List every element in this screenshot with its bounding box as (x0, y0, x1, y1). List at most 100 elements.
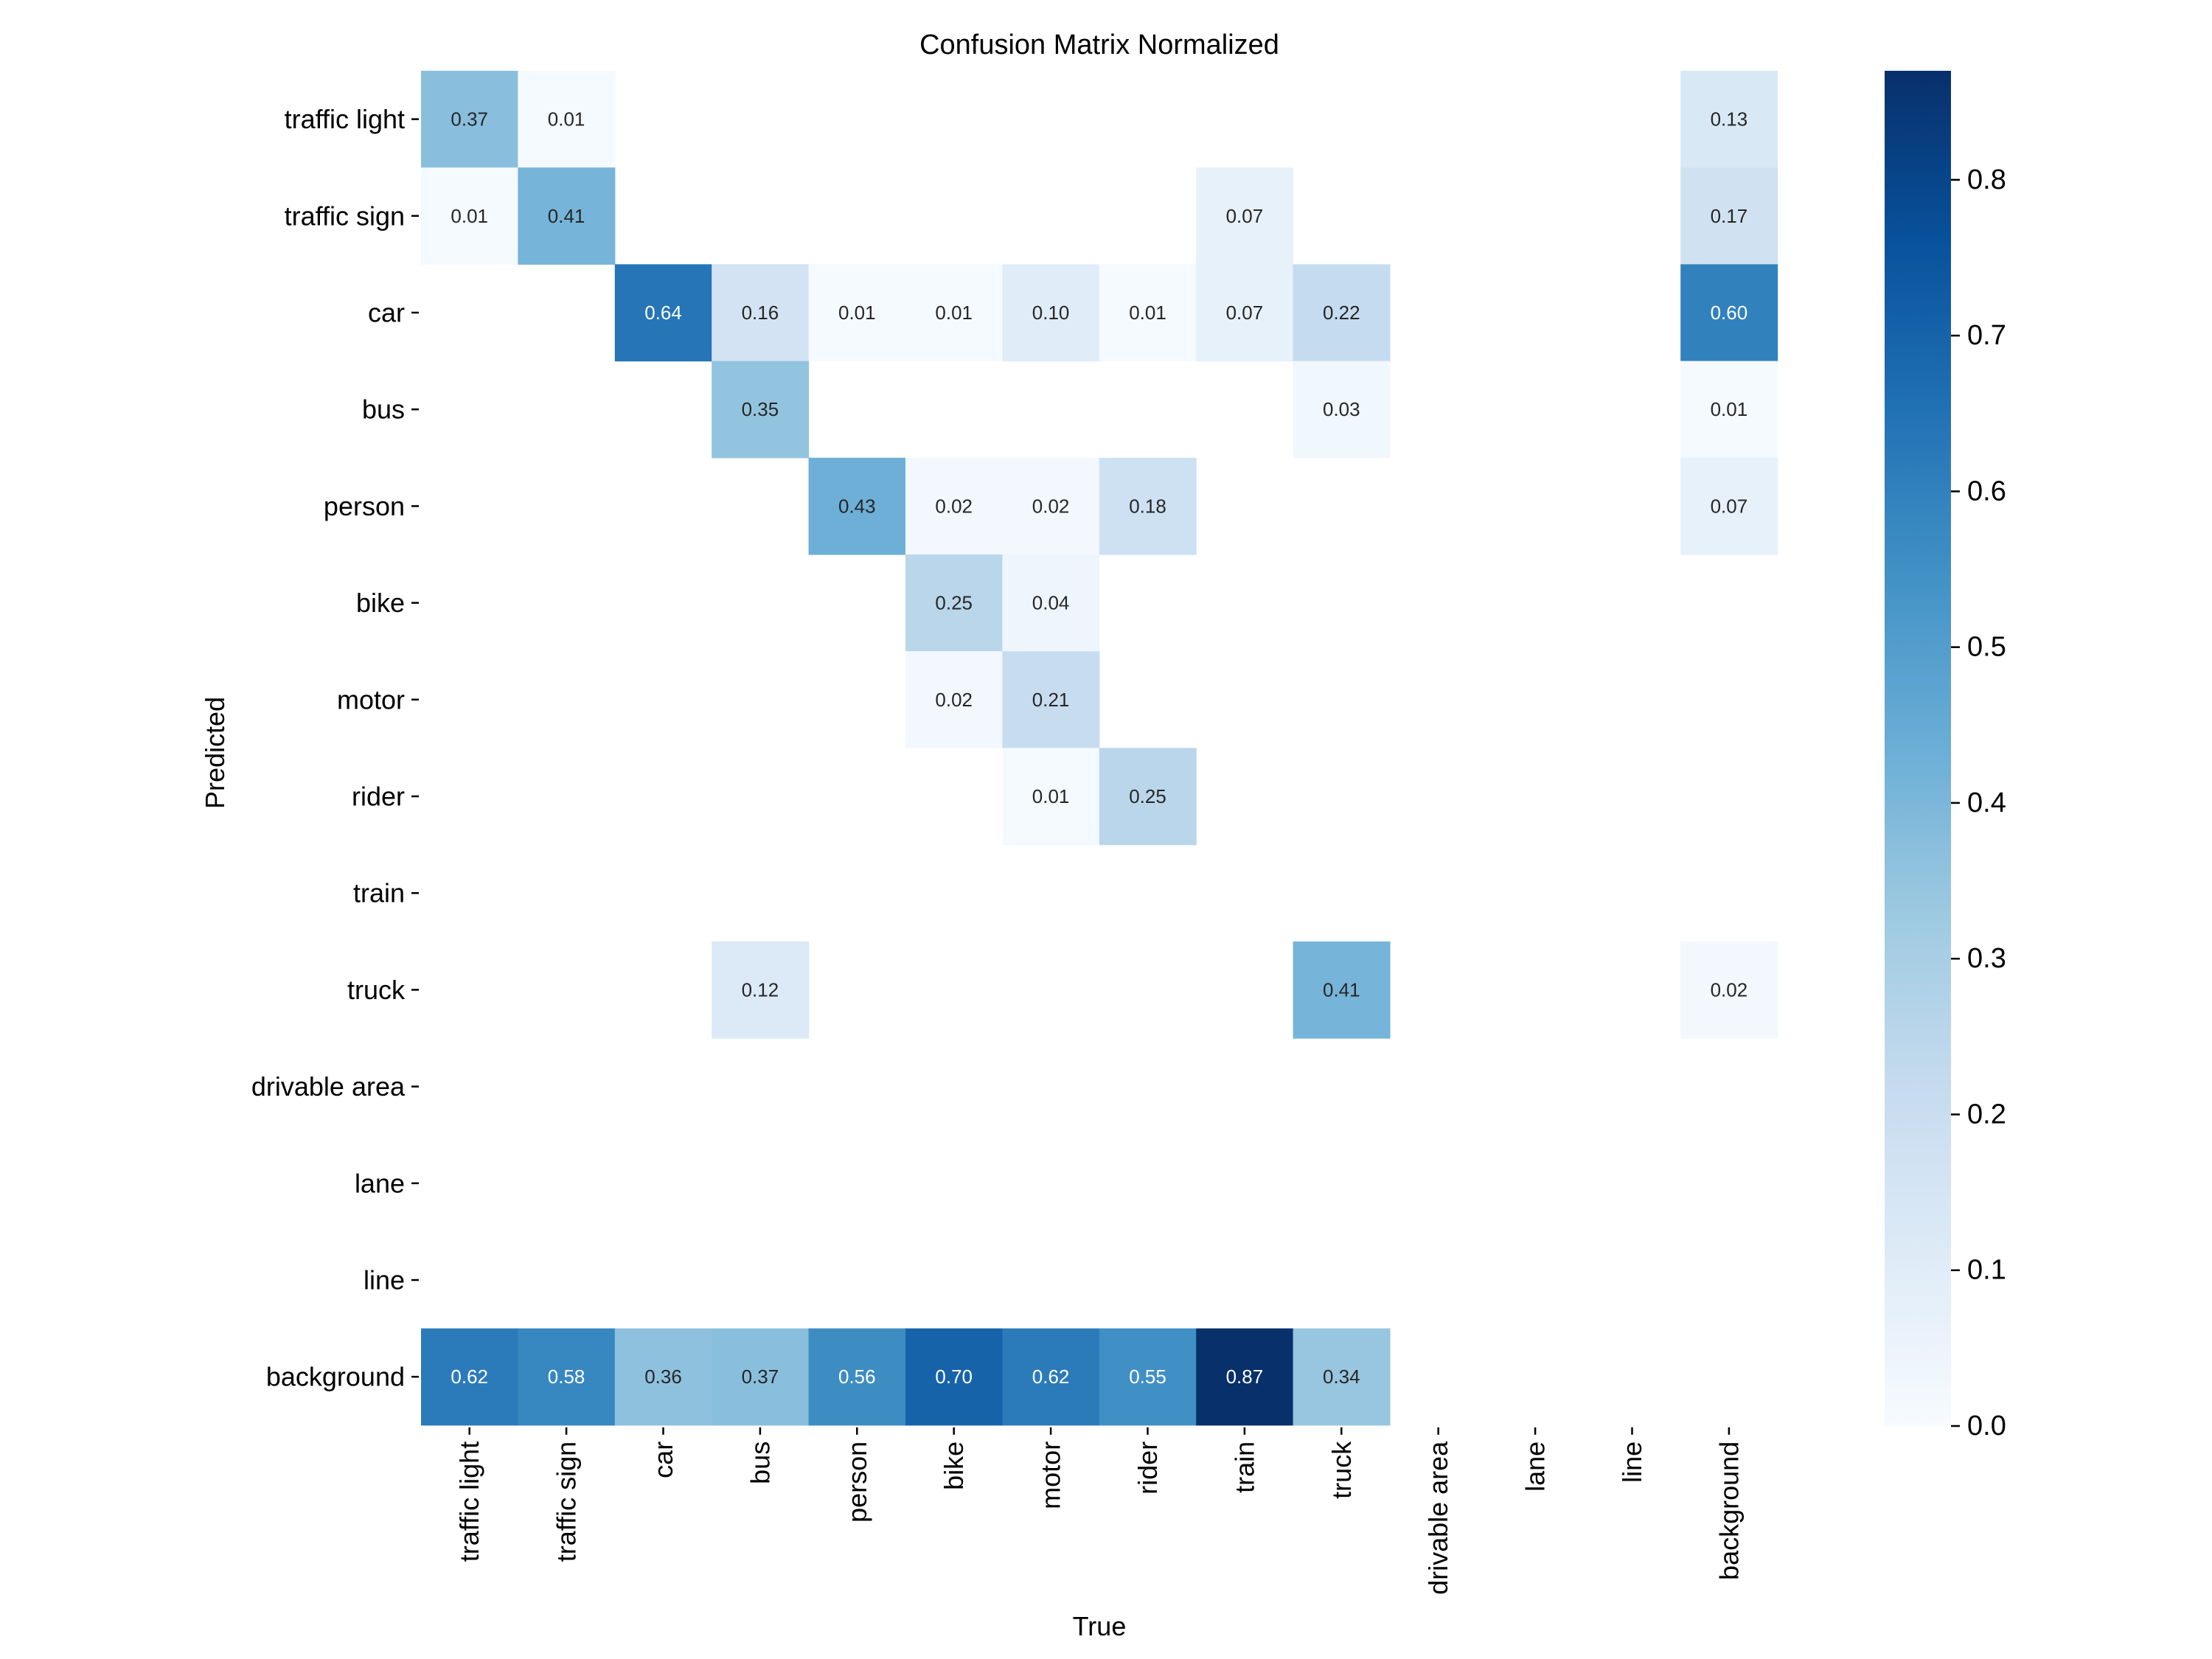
cell-value-label: 0.07 (1226, 302, 1264, 324)
cell-value-label: 0.01 (935, 302, 973, 324)
colorbar-tick-label: 0.4 (1967, 787, 2006, 818)
cell-value-label: 0.25 (935, 592, 973, 614)
y-tick-label: bike (356, 588, 405, 618)
heatmap-cell (614, 264, 712, 362)
heatmap-cell (1680, 264, 1778, 362)
cell-value-label: 0.17 (1711, 205, 1748, 227)
cell-value-label: 0.07 (1711, 495, 1748, 517)
heatmap-cell (905, 457, 1003, 555)
y-tick-label: train (353, 878, 405, 908)
cell-value-label: 0.41 (1323, 978, 1360, 1001)
colorbar-tick-label: 0.7 (1967, 320, 2006, 351)
heatmap-cell-labels: 0.37 0.01 0.13 0.01 0.41 0.07 0.17 0.64 0.16 0.01… (451, 108, 1747, 1388)
cell-value-label: 0.60 (1711, 302, 1748, 324)
cell-value-label: 0.10 (1032, 302, 1070, 324)
cell-value-label: 0.25 (1129, 785, 1166, 807)
y-tick-label: background (266, 1362, 405, 1392)
heatmap-cell (1099, 748, 1197, 846)
cell-value-label: 0.07 (1226, 205, 1264, 227)
heatmap-cell (518, 71, 616, 168)
y-tick-label: car (368, 298, 405, 328)
cell-value-label: 0.56 (838, 1366, 876, 1388)
y-tick-label: lane (355, 1168, 405, 1198)
y-tick-label: traffic sign (285, 201, 405, 231)
cell-value-label: 0.58 (548, 1366, 585, 1388)
y-tick-label: bus (362, 394, 405, 425)
heatmap-cell (1680, 941, 1778, 1039)
y-tick-label: traffic light (285, 104, 405, 134)
heatmap-cell (905, 1328, 1003, 1426)
heatmap-cell (518, 1328, 616, 1426)
x-tick-label: car (648, 1441, 678, 1478)
heatmap-cell (1293, 264, 1391, 362)
cell-value-label: 0.43 (838, 495, 876, 517)
heatmap-cell (905, 554, 1003, 652)
cell-value-label: 0.03 (1323, 398, 1360, 420)
cell-value-label: 0.01 (548, 108, 585, 131)
heatmap-cell (1002, 651, 1100, 748)
y-tick-label: motor (337, 684, 405, 714)
cell-value-label: 0.34 (1323, 1366, 1360, 1388)
cell-value-label: 0.01 (838, 302, 876, 324)
colorbar-ticks: 0.0 0.1 0.2 0.3 0.4 0.5 0.6 0.7 0.8 (1951, 164, 2006, 1441)
heatmap-cell (1196, 264, 1294, 362)
colorbar-tick-label: 0.5 (1967, 632, 2006, 663)
heatmap-cell (808, 264, 906, 362)
heatmap-cells (421, 71, 1778, 1426)
x-tick-label: train (1229, 1441, 1259, 1493)
y-tick-label: line (364, 1265, 405, 1295)
cell-value-label: 0.55 (1129, 1366, 1166, 1388)
cell-value-label: 0.13 (1711, 108, 1748, 131)
x-tick-label: bike (939, 1441, 969, 1490)
x-tick-label: lane (1520, 1441, 1551, 1492)
cell-value-label: 0.70 (935, 1366, 973, 1388)
heatmap-cell (712, 941, 810, 1039)
colorbar-tick-label: 0.1 (1967, 1255, 2006, 1286)
x-tick-label: motor (1036, 1441, 1066, 1509)
cell-value-label: 0.21 (1032, 689, 1070, 711)
x-axis-label: True (1073, 1611, 1127, 1641)
cell-value-label: 0.04 (1032, 592, 1070, 614)
cell-value-label: 0.62 (1032, 1366, 1070, 1388)
colorbar (1885, 71, 1951, 1426)
heatmap-cell (1002, 457, 1100, 555)
heatmap-cell (1196, 1328, 1294, 1426)
heatmap-cell (1680, 167, 1778, 265)
heatmap-cell (905, 264, 1003, 362)
y-tick-label: rider (352, 782, 405, 812)
x-tick-label: traffic light (454, 1441, 484, 1562)
cell-value-label: 0.37 (451, 108, 488, 131)
x-tick-label: rider (1133, 1441, 1163, 1495)
heatmap-cell (518, 167, 616, 265)
heatmap-cell (1002, 554, 1100, 652)
heatmap-cell (1002, 1328, 1100, 1426)
x-tick-label: drivable area (1423, 1441, 1453, 1595)
heatmap-cell (1196, 167, 1294, 265)
cell-value-label: 0.16 (742, 302, 779, 324)
x-tick-label: person (842, 1441, 872, 1523)
heatmap-cell (421, 1328, 518, 1426)
colorbar-tick-label: 0.0 (1967, 1411, 2006, 1441)
heatmap-cell (808, 457, 906, 555)
heatmap-cell (421, 71, 518, 168)
heatmap-cell (1293, 1328, 1391, 1426)
y-tick-label: person (324, 491, 405, 521)
heatmap-cell (1680, 71, 1778, 168)
x-tick-label: background (1714, 1441, 1744, 1580)
cell-value-label: 0.22 (1323, 302, 1360, 324)
heatmap-cell (712, 361, 810, 459)
y-axis-label: Predicted (200, 697, 230, 809)
heatmap-cell (1099, 457, 1197, 555)
heatmap-cell (1293, 941, 1391, 1039)
cell-value-label: 0.87 (1226, 1366, 1264, 1388)
colorbar-tick-label: 0.6 (1967, 476, 2006, 507)
x-axis-ticks: traffic light traffic sign car bus person bik… (454, 1427, 1744, 1595)
heatmap-cell (1099, 1328, 1197, 1426)
heatmap-cell (712, 1328, 810, 1426)
cell-value-label: 0.02 (935, 689, 973, 711)
y-tick-label: truck (347, 975, 406, 1005)
cell-value-label: 0.01 (1032, 785, 1070, 807)
cell-value-label: 0.18 (1129, 495, 1166, 517)
heatmap-cell (1680, 457, 1778, 555)
